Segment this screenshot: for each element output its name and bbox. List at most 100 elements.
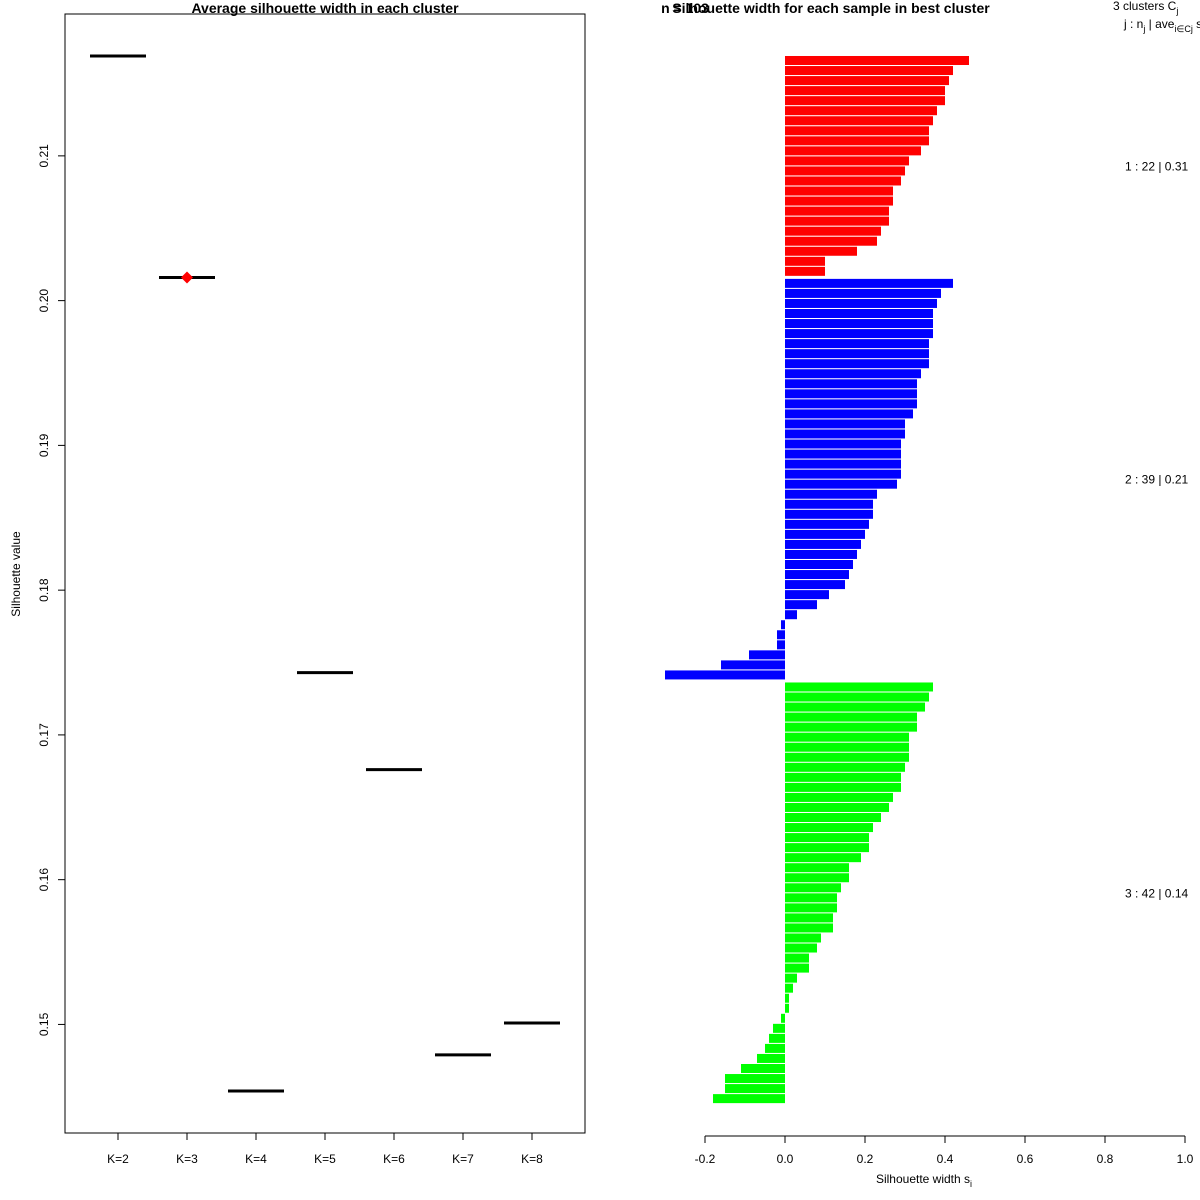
cluster-3-bar [785, 913, 833, 923]
cluster-2-bar [785, 379, 917, 389]
cluster-3-bar [785, 853, 861, 863]
right-x-tick-label: -0.2 [695, 1152, 716, 1166]
cluster-2-bar [785, 590, 829, 600]
right-cluster-labels: 1 : 22 | 0.31 2 : 39 | 0.21 3 : 42 | 0.14 [1125, 159, 1188, 900]
cluster-3-bar [713, 1094, 785, 1104]
cluster-1-bar [785, 186, 893, 196]
cluster-2-bar [785, 419, 905, 429]
cluster-3-bar [785, 682, 933, 692]
cluster-3-bar [785, 973, 797, 983]
legend-header-line2a: j : n [1123, 17, 1143, 31]
cluster-1-bar [785, 226, 881, 236]
cluster-3-label: 3 : 42 | 0.14 [1125, 886, 1188, 900]
cluster-2-bar [785, 339, 929, 349]
right-x-axis-label: Silhouette width s [876, 1172, 970, 1186]
cluster-3-bar [785, 772, 901, 782]
cluster-2-bar [785, 560, 853, 569]
cluster-2-bar [785, 600, 817, 610]
right-x-axis: -0.2 0.0 0.2 0.4 0.6 0.8 1.0 [695, 1135, 1194, 1166]
cluster-1-bar [785, 146, 921, 156]
left-y-tick-label: 0.15 [37, 1012, 51, 1036]
cluster-3-bar [765, 1043, 785, 1053]
cluster-2-bar [785, 580, 845, 590]
left-x-tick-label: K=7 [452, 1152, 474, 1166]
cluster-3-bar [785, 933, 821, 943]
cluster-3-bar [785, 893, 837, 903]
left-x-tick-label: K=6 [383, 1152, 405, 1166]
right-x-tick-label: 0.6 [1017, 1152, 1034, 1166]
cluster-2-bar [785, 519, 869, 529]
cluster-3-bar [785, 863, 849, 873]
left-x-tick-label: K=5 [314, 1152, 336, 1166]
cluster-1-bar [785, 106, 937, 116]
left-y-tick-label: 0.20 [37, 289, 51, 313]
cluster-1-bar [785, 126, 929, 136]
cluster-3-bar [785, 752, 909, 762]
cluster-2-bar [785, 429, 905, 439]
cluster-2-bar [785, 399, 917, 409]
legend-header: 3 clusters Cj j : nj | avei∈Cj si [1113, 0, 1200, 34]
cluster-3-bar [785, 903, 837, 913]
left-panel: Average silhouette width in each cluster… [9, 0, 586, 1166]
cluster-2-bar [785, 278, 953, 288]
cluster-1-bar [785, 116, 933, 126]
svg-text:j : nj | avei∈Cj si: j : nj | avei∈Cj si [1123, 17, 1200, 34]
cluster-1-bar [785, 246, 857, 256]
cluster-3-bar [785, 802, 889, 812]
cluster-3-bar [785, 883, 841, 893]
cluster-2-bar [785, 319, 933, 329]
right-x-axis-label-group: Silhouette width si [876, 1172, 972, 1189]
cluster-1-bar [785, 166, 905, 176]
cluster-1-bar [785, 86, 945, 96]
right-x-tick-label: 0.4 [937, 1152, 954, 1166]
cluster-3-bar [725, 1084, 785, 1094]
cluster-3-bar [785, 813, 881, 822]
left-y-axis-label: Silhouette value [9, 531, 23, 617]
cluster-2-bar [721, 660, 785, 670]
right-x-tick-label: 1.0 [1177, 1152, 1194, 1166]
cluster-2-bar [785, 509, 873, 519]
left-y-tick-label: 0.21 [37, 144, 51, 168]
right-title-overlap: n = 103 [661, 0, 709, 16]
cluster-1-bar [785, 96, 945, 106]
cluster-2-bar [785, 499, 873, 509]
cluster-2-bar [665, 670, 785, 680]
right-x-axis-label-sub: i [970, 1179, 972, 1189]
cluster-3-bar [785, 722, 917, 732]
cluster-3-bar [785, 762, 905, 772]
cluster-3-bar [785, 843, 869, 853]
cluster-3-bar [785, 983, 793, 993]
cluster-2-bar [781, 620, 785, 630]
cluster-3-bar [785, 742, 909, 752]
cluster-2-bar [785, 329, 933, 339]
cluster-2-label: 2 : 39 | 0.21 [1125, 473, 1188, 487]
cluster-3-bar [785, 823, 873, 833]
cluster-2-bar [785, 529, 865, 539]
cluster-3-bar [725, 1074, 785, 1084]
cluster-2-bar [785, 469, 901, 479]
right-x-tick-label: 0.8 [1097, 1152, 1114, 1166]
cluster-3-bar [757, 1053, 785, 1063]
cluster-3-bar [785, 923, 833, 933]
cluster-1-bar [785, 76, 949, 86]
cluster-1-bar [785, 266, 825, 276]
left-marks [90, 54, 560, 1093]
cluster-1-bar [785, 256, 825, 266]
cluster-3-bar [785, 702, 925, 712]
cluster-3-bar [741, 1064, 785, 1073]
cluster-1-bar [785, 156, 909, 166]
cluster-2-bar [785, 570, 849, 580]
cluster-2-bar [785, 288, 941, 298]
legend-header-line2b-sub: i∈Cj [1174, 24, 1192, 34]
cluster-2-bar [785, 610, 797, 620]
cluster-3-bar [785, 692, 929, 702]
cluster-1-bar [785, 196, 893, 206]
cluster-2-bar [785, 369, 921, 379]
cluster-3-bar [785, 873, 849, 883]
left-chart-title: Average silhouette width in each cluster [191, 0, 459, 16]
right-panel: n = 103 Silhouette width for each sample… [661, 0, 1200, 1189]
cluster-3-bar [781, 1013, 785, 1023]
cluster-1-bar [785, 56, 969, 65]
left-x-tick-label: K=8 [521, 1152, 543, 1166]
